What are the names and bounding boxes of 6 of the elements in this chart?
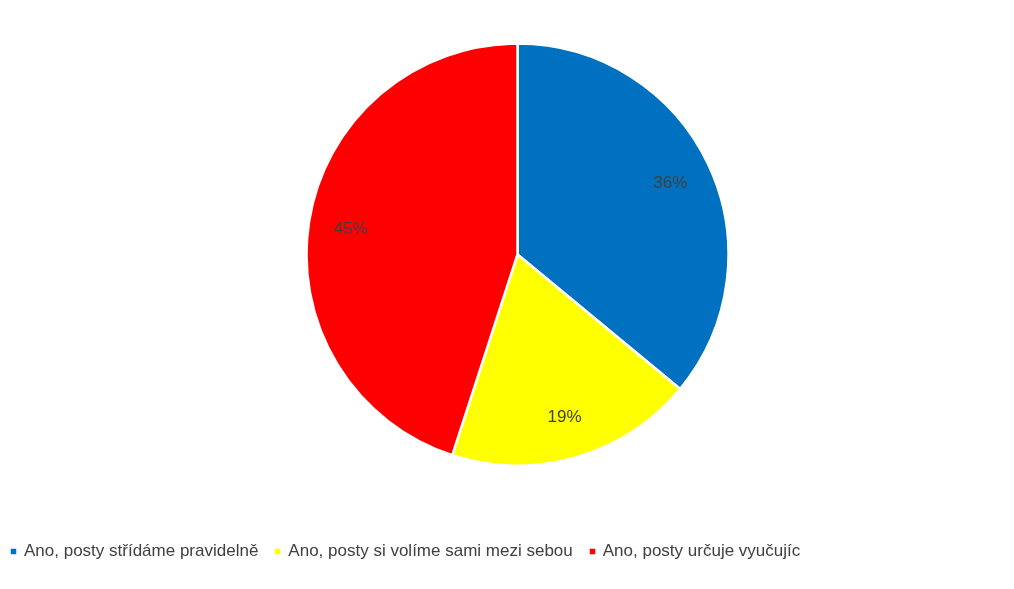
legend-label: Ano, posty si volíme sami mezi sebou: [288, 541, 573, 561]
data-label: 19%: [547, 407, 582, 427]
legend-label: Ano, posty střídáme pravidelně: [24, 541, 259, 561]
legend-label: Ano, posty určuje vyučujíc: [602, 541, 801, 561]
data-label: 45%: [333, 218, 368, 238]
data-label: 36%: [653, 173, 688, 193]
